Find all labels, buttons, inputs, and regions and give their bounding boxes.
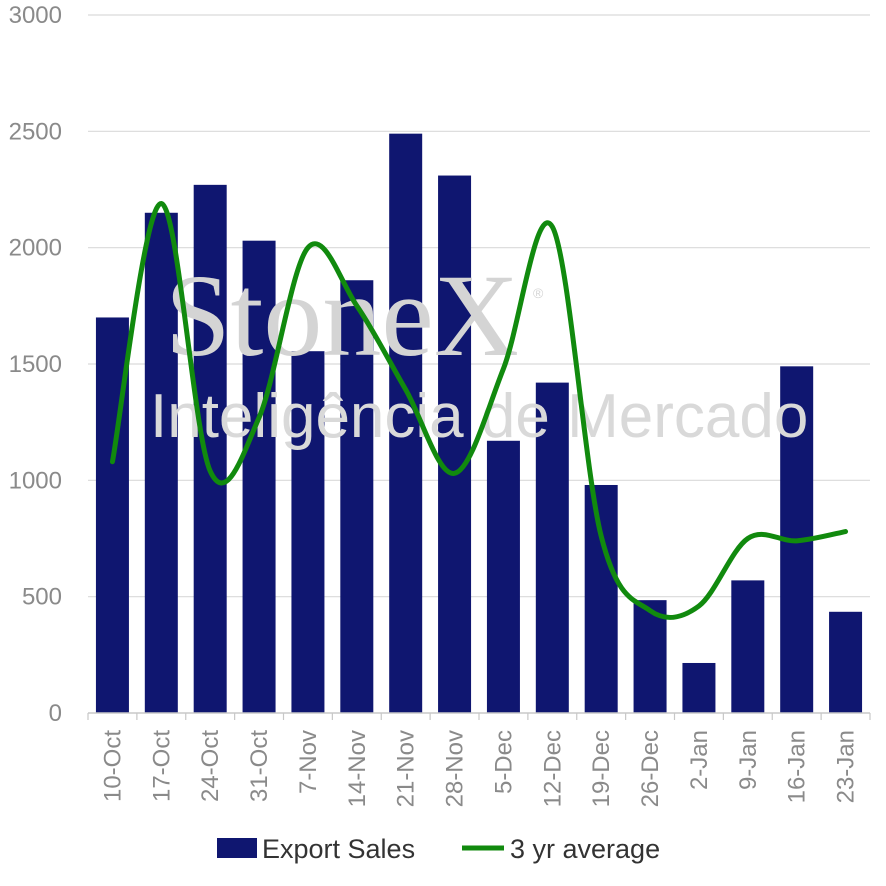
- x-tick-label: 7-Nov: [295, 730, 322, 794]
- three-year-average-points: [112, 203, 846, 611]
- x-tick-label: 23-Jan: [833, 730, 860, 803]
- legend-swatch-export-sales: [217, 838, 257, 858]
- legend-label-export-sales: Export Sales: [262, 834, 415, 864]
- bar-export-sales: [193, 184, 227, 713]
- bar-export-sales: [584, 484, 618, 713]
- x-tick-label: 31-Oct: [246, 730, 273, 802]
- y-tick-label: 1000: [9, 467, 62, 494]
- y-tick-label: 1500: [9, 351, 62, 378]
- x-tick-label: 10-Oct: [99, 730, 126, 802]
- y-tick-label: 0: [49, 700, 62, 727]
- bar-export-sales: [535, 382, 569, 713]
- y-tick-label: 2500: [9, 118, 62, 145]
- export-sales-bars: [95, 133, 863, 714]
- bar-export-sales: [486, 440, 520, 713]
- x-tick-label: 12-Dec: [539, 730, 566, 807]
- y-tick-label: 500: [22, 584, 62, 611]
- x-tick-label: 14-Nov: [344, 730, 371, 807]
- x-tick-label: 16-Jan: [784, 730, 811, 803]
- x-tick-label: 21-Nov: [393, 730, 420, 807]
- bar-export-sales: [242, 240, 276, 714]
- bar-export-sales: [438, 175, 472, 714]
- x-tick-label: 19-Dec: [588, 730, 615, 807]
- bar-export-sales: [633, 600, 667, 713]
- bar-export-sales: [829, 611, 863, 713]
- bar-export-sales: [291, 351, 325, 713]
- y-tick-label: 2000: [9, 235, 62, 262]
- x-tick-label: 28-Nov: [442, 730, 469, 807]
- x-tick-label: 17-Oct: [148, 730, 175, 802]
- watermark: StoneX ® Inteligência de Mercado: [150, 250, 808, 451]
- x-axis-ticks: 10-Oct 17-Oct 24-Oct 31-Oct 7-Nov 14-Nov 21-No…: [87, 713, 871, 807]
- x-tick-label: 24-Oct: [197, 730, 224, 802]
- x-tick-label: 5-Dec: [490, 730, 517, 794]
- x-tick-label: 26-Dec: [637, 730, 664, 807]
- legend-label-3yr-average: 3 yr average: [510, 834, 660, 864]
- bar-export-sales: [731, 580, 765, 713]
- bar-export-sales: [682, 662, 716, 713]
- bar-export-sales: [389, 133, 423, 713]
- y-tick-label: 3000: [9, 2, 62, 29]
- x-tick-label: 2-Jan: [686, 730, 713, 790]
- watermark-brand: StoneX: [165, 250, 519, 381]
- bar-export-sales: [340, 280, 374, 713]
- legend: Export Sales 3 yr average: [217, 834, 660, 864]
- watermark-registered-mark: ®: [533, 285, 544, 301]
- y-axis-ticks: 0 500 1000 1500 2000 2500 3000: [9, 2, 62, 727]
- x-tick-label: 9-Jan: [735, 730, 762, 790]
- bar-export-sales: [144, 212, 178, 713]
